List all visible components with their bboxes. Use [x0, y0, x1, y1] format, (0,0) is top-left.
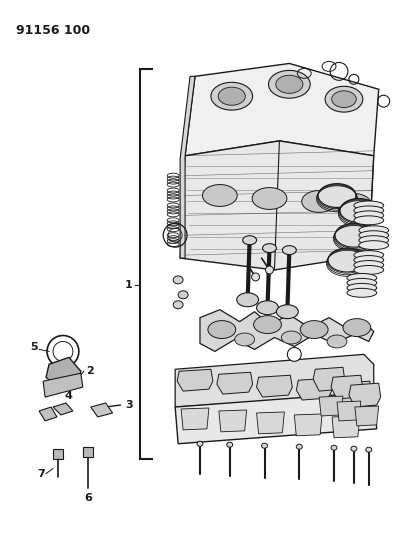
Ellipse shape: [354, 206, 384, 215]
Ellipse shape: [276, 75, 303, 93]
Circle shape: [266, 266, 273, 274]
Polygon shape: [355, 406, 379, 426]
Polygon shape: [175, 354, 374, 407]
Ellipse shape: [281, 331, 301, 344]
Ellipse shape: [354, 261, 384, 270]
Ellipse shape: [256, 301, 279, 314]
Ellipse shape: [351, 446, 357, 451]
Polygon shape: [256, 375, 292, 397]
Ellipse shape: [336, 193, 371, 215]
Polygon shape: [349, 383, 381, 407]
Ellipse shape: [354, 216, 384, 225]
Text: 5: 5: [30, 342, 38, 352]
Polygon shape: [332, 416, 360, 438]
Ellipse shape: [359, 241, 388, 249]
Polygon shape: [294, 414, 322, 436]
Ellipse shape: [282, 246, 296, 255]
Ellipse shape: [347, 278, 377, 287]
Polygon shape: [319, 396, 343, 416]
Ellipse shape: [235, 333, 255, 346]
Polygon shape: [39, 407, 57, 421]
Ellipse shape: [268, 70, 310, 98]
Ellipse shape: [243, 236, 256, 245]
Text: 2: 2: [86, 366, 93, 376]
Ellipse shape: [218, 87, 245, 105]
Polygon shape: [177, 369, 213, 391]
Polygon shape: [180, 141, 374, 270]
Text: 6: 6: [84, 494, 92, 503]
Polygon shape: [180, 76, 195, 258]
Polygon shape: [46, 357, 81, 389]
Ellipse shape: [327, 335, 347, 348]
Ellipse shape: [296, 444, 302, 449]
Text: 3: 3: [126, 400, 133, 410]
Circle shape: [252, 273, 260, 281]
Polygon shape: [256, 412, 284, 434]
Ellipse shape: [366, 447, 372, 452]
Ellipse shape: [211, 82, 253, 110]
Ellipse shape: [340, 198, 378, 222]
Text: 7: 7: [37, 469, 45, 479]
Ellipse shape: [302, 190, 336, 212]
Polygon shape: [181, 408, 209, 430]
Text: 4: 4: [65, 391, 73, 401]
Polygon shape: [83, 447, 93, 457]
Ellipse shape: [347, 288, 377, 297]
Text: 91156 100: 91156 100: [16, 24, 90, 37]
Ellipse shape: [197, 441, 203, 446]
Ellipse shape: [332, 91, 356, 108]
Ellipse shape: [343, 319, 371, 336]
Text: 1: 1: [125, 280, 132, 290]
Polygon shape: [91, 403, 113, 417]
Ellipse shape: [203, 184, 237, 206]
Circle shape: [287, 348, 301, 361]
Ellipse shape: [354, 251, 384, 260]
Ellipse shape: [227, 442, 233, 447]
Ellipse shape: [178, 291, 188, 299]
Ellipse shape: [262, 244, 277, 253]
Ellipse shape: [359, 226, 388, 235]
Ellipse shape: [328, 248, 366, 272]
Polygon shape: [43, 373, 83, 397]
Polygon shape: [217, 372, 253, 394]
Ellipse shape: [354, 201, 384, 210]
Polygon shape: [185, 63, 379, 156]
Ellipse shape: [318, 183, 356, 207]
Ellipse shape: [335, 223, 373, 247]
Ellipse shape: [347, 284, 377, 292]
Ellipse shape: [354, 211, 384, 220]
Ellipse shape: [208, 321, 236, 338]
Polygon shape: [175, 392, 377, 444]
Polygon shape: [313, 367, 345, 391]
Polygon shape: [337, 401, 361, 421]
Ellipse shape: [252, 188, 287, 209]
Ellipse shape: [300, 321, 328, 338]
Polygon shape: [53, 403, 73, 415]
Ellipse shape: [254, 316, 281, 334]
Ellipse shape: [359, 236, 388, 245]
Ellipse shape: [277, 305, 298, 319]
Polygon shape: [219, 410, 247, 432]
Ellipse shape: [325, 86, 363, 112]
Polygon shape: [331, 375, 363, 399]
Ellipse shape: [359, 231, 388, 240]
Ellipse shape: [237, 293, 258, 306]
Polygon shape: [200, 310, 374, 351]
Ellipse shape: [262, 443, 268, 448]
Ellipse shape: [173, 276, 183, 284]
Ellipse shape: [173, 301, 183, 309]
Polygon shape: [296, 378, 332, 400]
Polygon shape: [53, 449, 63, 458]
Ellipse shape: [354, 265, 384, 274]
Ellipse shape: [347, 273, 377, 282]
Ellipse shape: [354, 256, 384, 264]
Polygon shape: [336, 381, 372, 403]
Ellipse shape: [331, 445, 337, 450]
